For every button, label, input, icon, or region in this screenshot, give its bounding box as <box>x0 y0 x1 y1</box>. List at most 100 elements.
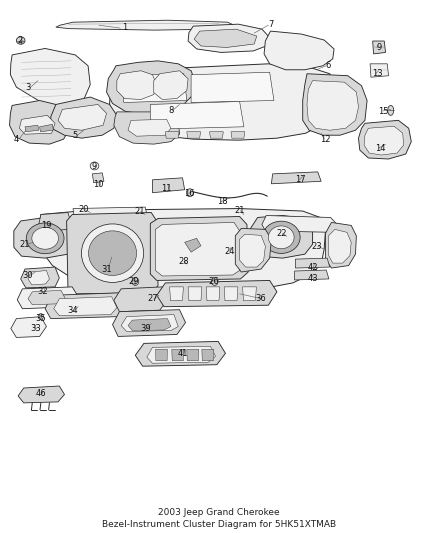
Text: 41: 41 <box>177 349 188 358</box>
Polygon shape <box>172 349 184 361</box>
Polygon shape <box>166 132 179 138</box>
Ellipse shape <box>32 228 58 249</box>
Polygon shape <box>128 119 171 136</box>
Text: 6: 6 <box>326 61 331 70</box>
Polygon shape <box>154 71 188 100</box>
Ellipse shape <box>26 223 64 254</box>
Text: 22: 22 <box>276 229 286 238</box>
Text: 7: 7 <box>268 20 273 29</box>
Polygon shape <box>124 74 187 102</box>
Text: 5: 5 <box>73 131 78 140</box>
Polygon shape <box>114 112 180 144</box>
Text: 11: 11 <box>161 184 172 193</box>
Ellipse shape <box>81 224 144 282</box>
Text: 32: 32 <box>37 287 47 296</box>
Polygon shape <box>39 213 71 231</box>
Polygon shape <box>272 172 321 184</box>
Text: 2: 2 <box>18 36 23 45</box>
Text: 31: 31 <box>101 264 112 273</box>
Polygon shape <box>157 280 277 306</box>
Polygon shape <box>188 287 202 301</box>
Text: 34: 34 <box>67 306 78 315</box>
Polygon shape <box>358 120 411 159</box>
Polygon shape <box>135 342 226 366</box>
Text: 36: 36 <box>256 294 266 303</box>
Text: 30: 30 <box>23 271 33 280</box>
Polygon shape <box>191 72 274 102</box>
Text: 1: 1 <box>122 22 127 31</box>
Polygon shape <box>28 290 65 305</box>
Text: 21: 21 <box>234 206 245 215</box>
Text: 21: 21 <box>20 240 30 249</box>
Text: 14: 14 <box>375 143 385 152</box>
Text: 18: 18 <box>217 197 228 206</box>
Polygon shape <box>370 64 389 77</box>
Polygon shape <box>295 258 330 268</box>
Text: 23: 23 <box>311 242 322 251</box>
Text: 13: 13 <box>372 69 382 78</box>
Polygon shape <box>54 297 117 316</box>
Ellipse shape <box>38 313 43 320</box>
Polygon shape <box>92 173 104 183</box>
Polygon shape <box>264 31 334 70</box>
Polygon shape <box>56 20 236 30</box>
Polygon shape <box>188 24 270 52</box>
Text: 46: 46 <box>35 390 46 399</box>
Ellipse shape <box>90 162 99 170</box>
Polygon shape <box>45 293 125 319</box>
Text: 29: 29 <box>129 277 139 286</box>
Polygon shape <box>147 346 215 363</box>
Polygon shape <box>110 64 336 140</box>
Polygon shape <box>307 80 358 130</box>
Text: 2003 Jeep Grand Cherokee
Bezel-Instrument Cluster Diagram for 5HK51XTMAB: 2003 Jeep Grand Cherokee Bezel-Instrumen… <box>102 508 336 529</box>
Ellipse shape <box>211 278 218 285</box>
Polygon shape <box>202 349 214 361</box>
Polygon shape <box>364 126 403 155</box>
Polygon shape <box>58 104 106 130</box>
Polygon shape <box>187 349 199 361</box>
Ellipse shape <box>88 231 137 276</box>
Text: 4: 4 <box>14 135 19 144</box>
Polygon shape <box>187 132 201 138</box>
Polygon shape <box>18 386 64 403</box>
Text: 27: 27 <box>147 294 158 303</box>
Polygon shape <box>39 208 325 292</box>
Text: 10: 10 <box>93 180 103 189</box>
Text: 35: 35 <box>35 314 46 323</box>
Polygon shape <box>11 49 90 108</box>
Ellipse shape <box>388 106 394 115</box>
Polygon shape <box>51 97 117 138</box>
Polygon shape <box>73 207 147 216</box>
Polygon shape <box>325 222 357 268</box>
Polygon shape <box>39 124 53 132</box>
Polygon shape <box>373 41 385 54</box>
Polygon shape <box>67 213 158 294</box>
Polygon shape <box>150 101 244 130</box>
Text: 21: 21 <box>134 207 145 216</box>
Polygon shape <box>262 215 337 232</box>
Text: 15: 15 <box>378 107 389 116</box>
Polygon shape <box>106 61 195 115</box>
Text: 28: 28 <box>179 256 189 265</box>
Polygon shape <box>17 287 78 309</box>
Polygon shape <box>10 101 70 144</box>
Text: 26: 26 <box>208 277 219 286</box>
Text: 42: 42 <box>307 263 318 271</box>
Polygon shape <box>209 132 223 138</box>
Polygon shape <box>231 132 245 138</box>
Polygon shape <box>113 310 186 336</box>
Text: 33: 33 <box>30 324 41 333</box>
Polygon shape <box>121 314 178 332</box>
Text: 12: 12 <box>320 135 331 144</box>
Ellipse shape <box>187 189 193 197</box>
Polygon shape <box>250 215 313 258</box>
Polygon shape <box>28 271 49 285</box>
Polygon shape <box>185 238 201 252</box>
Ellipse shape <box>16 37 25 44</box>
Polygon shape <box>303 74 367 135</box>
Text: 19: 19 <box>41 221 52 230</box>
Polygon shape <box>243 287 256 301</box>
Polygon shape <box>194 29 257 47</box>
Polygon shape <box>114 287 168 312</box>
Polygon shape <box>117 71 157 100</box>
